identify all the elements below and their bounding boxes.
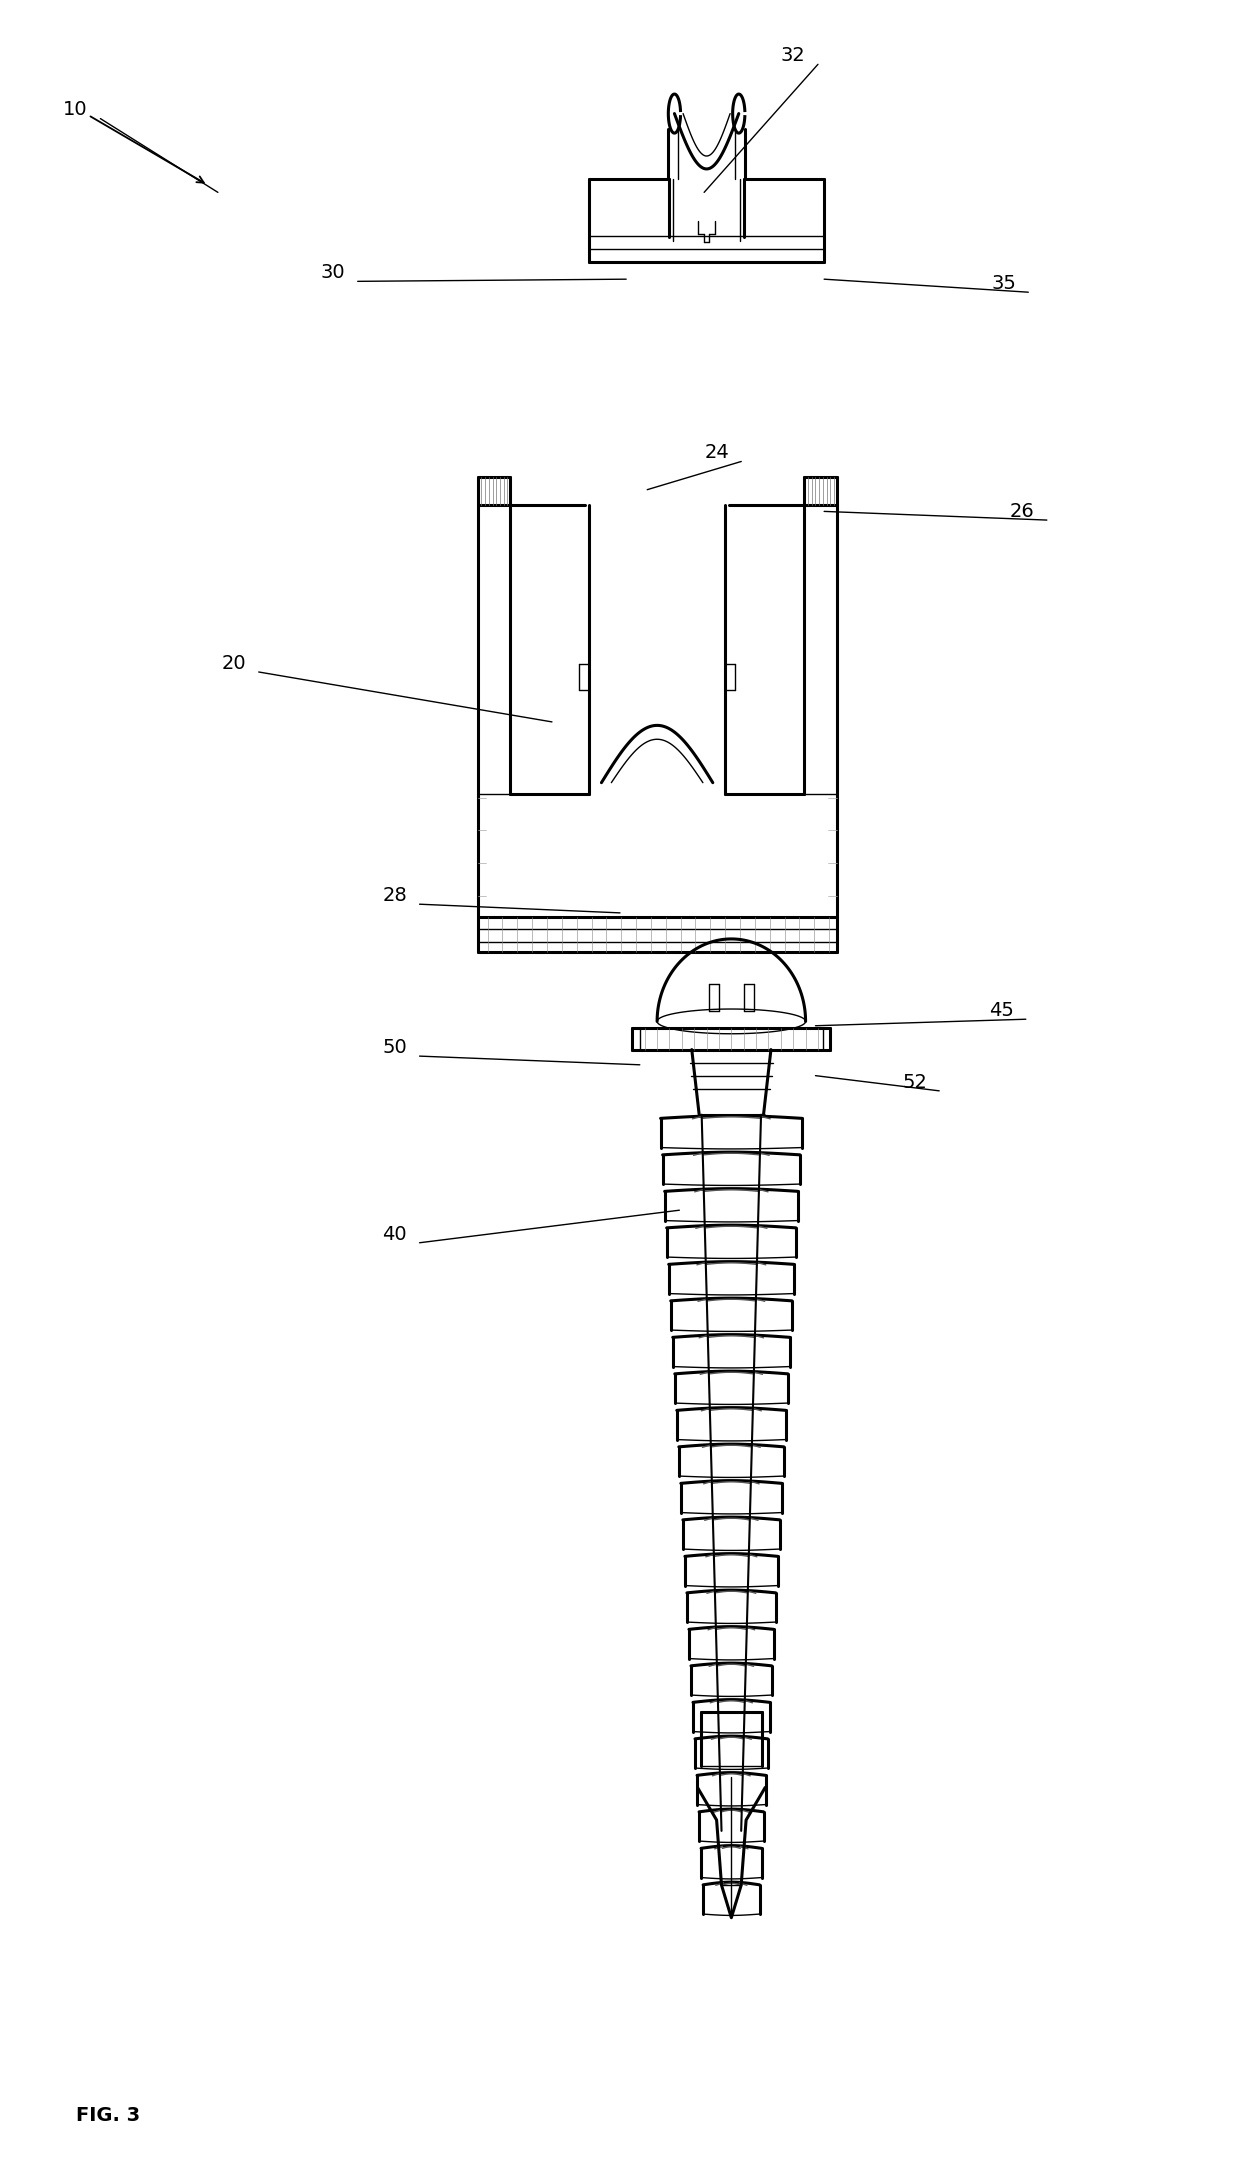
Text: 45: 45 <box>988 1002 1013 1019</box>
Text: 35: 35 <box>991 274 1016 293</box>
Text: 40: 40 <box>382 1226 407 1243</box>
Text: 30: 30 <box>321 263 345 282</box>
Text: 10: 10 <box>63 100 88 120</box>
Text: FIG. 3: FIG. 3 <box>76 2106 140 2125</box>
Text: 20: 20 <box>222 654 247 674</box>
Text: 28: 28 <box>382 887 407 904</box>
Text: 50: 50 <box>382 1039 407 1056</box>
Text: 24: 24 <box>704 443 729 463</box>
Text: 32: 32 <box>781 46 806 65</box>
Text: 26: 26 <box>1009 502 1034 522</box>
Text: 52: 52 <box>901 1073 926 1091</box>
